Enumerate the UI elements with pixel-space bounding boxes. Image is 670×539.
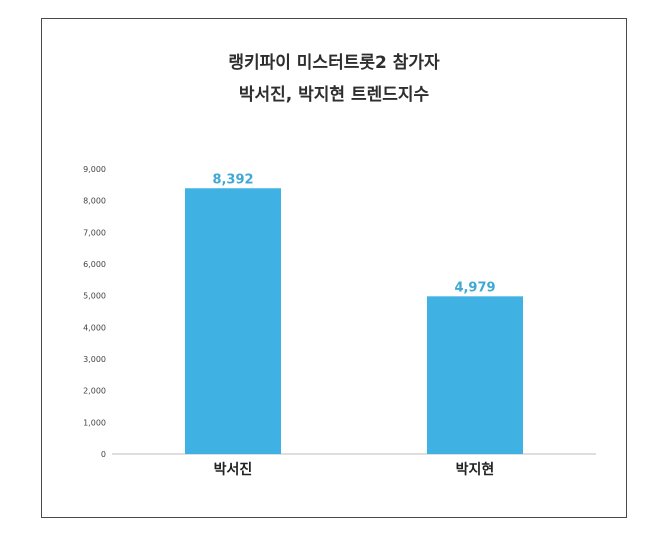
y-tick-label: 8,000 bbox=[83, 197, 106, 206]
bar-value-label: 4,979 bbox=[454, 280, 495, 295]
bars-group bbox=[185, 188, 523, 454]
chart-frame bbox=[41, 18, 627, 518]
chart-title-line2: 박서진, 박지현 트렌드지수 bbox=[238, 85, 430, 105]
y-tick-label: 7,000 bbox=[83, 228, 106, 237]
y-tick-label: 3,000 bbox=[83, 355, 106, 364]
x-category-label: 박서진 bbox=[214, 461, 253, 478]
bar-value-label: 8,392 bbox=[212, 172, 253, 187]
y-tick-label: 4,000 bbox=[83, 323, 106, 332]
y-tick-label: 0 bbox=[101, 450, 106, 459]
x-category-label: 박지현 bbox=[456, 461, 495, 478]
y-tick-label: 5,000 bbox=[83, 292, 106, 301]
chart-title-line1: 랭키파이 미스터트롯2 참가자 bbox=[228, 53, 440, 73]
bar bbox=[185, 188, 281, 454]
y-tick-label: 1,000 bbox=[83, 418, 106, 427]
y-tick-label: 6,000 bbox=[83, 260, 106, 269]
category-labels-group: 박서진 박지현 bbox=[214, 461, 495, 478]
y-tick-label: 2,000 bbox=[83, 387, 106, 396]
bar bbox=[427, 296, 523, 454]
value-labels-group: 8,392 4,979 bbox=[212, 172, 495, 295]
y-tick-label: 9,000 bbox=[83, 165, 106, 174]
y-axis-ticks: 0 1,000 2,000 3,000 4,000 5,000 6,000 7,000 8,00… bbox=[83, 165, 106, 459]
